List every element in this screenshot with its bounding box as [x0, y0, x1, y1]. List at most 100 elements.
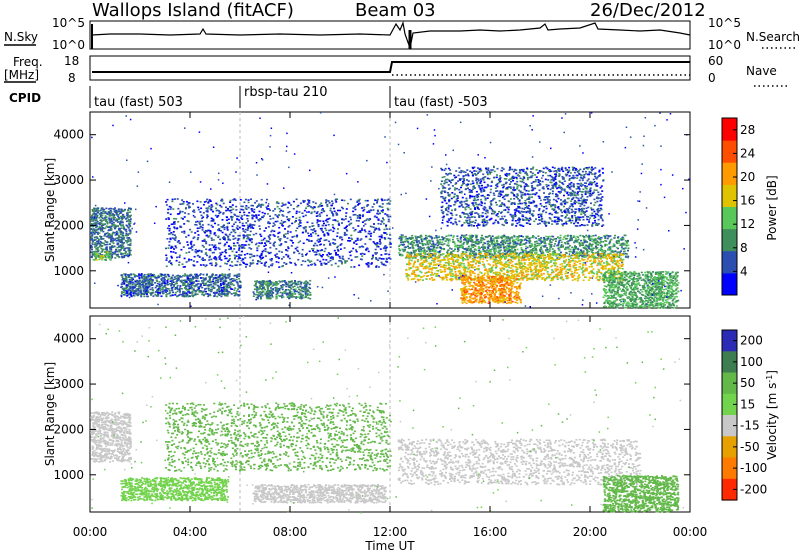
echo-cell: [119, 249, 122, 251]
echo-cell: [543, 245, 546, 247]
echo-cell: [238, 277, 241, 280]
echo-cell: [508, 240, 511, 242]
echo-cell: [368, 219, 371, 221]
echo-cell: [145, 293, 148, 295]
echo-cell: [214, 244, 217, 246]
echo-cell: [299, 225, 302, 227]
echo-cell: [173, 286, 176, 288]
echo-cell: [530, 250, 533, 253]
echo-cell: [128, 224, 131, 226]
echo-cell: [510, 251, 513, 253]
echo-cell: [109, 226, 112, 229]
echo-cell: [227, 238, 230, 240]
echo-cell: [234, 279, 237, 282]
echo-cell: [599, 242, 602, 244]
echo-cell: [130, 273, 133, 275]
echo-cell: [562, 238, 565, 241]
echo-cell: [194, 223, 197, 226]
echo-cell: [217, 229, 220, 231]
echo-cell: [299, 297, 301, 299]
echo-cell: [434, 255, 437, 257]
echo-cell: [245, 266, 247, 268]
echo-cell: [161, 282, 164, 285]
echo-cell: [508, 247, 511, 249]
echo-cell: [267, 205, 270, 207]
echo-cell: [363, 206, 366, 209]
echo-cell: [465, 240, 468, 242]
echo-cell: [273, 241, 276, 243]
echo-cell: [129, 230, 132, 232]
echo-cell: [290, 245, 293, 247]
echo-cell: [369, 238, 372, 241]
echo-cell: [336, 232, 339, 234]
echo-cell: [447, 242, 450, 244]
echo-cell: [191, 287, 193, 289]
echo-cell: [475, 235, 478, 238]
echo-cell: [180, 287, 183, 290]
echo-cell: [236, 228, 239, 230]
echo-cell: [228, 233, 231, 236]
echo-cell: [316, 215, 319, 217]
echo-cell: [443, 248, 446, 251]
echo-cell: [253, 293, 256, 295]
echo-cell: [535, 247, 537, 250]
echo-cell: [133, 274, 136, 276]
echo-cell: [100, 247, 103, 250]
echo-cell: [521, 243, 524, 246]
echo-cell: [333, 249, 336, 252]
echo-cell: [546, 248, 549, 251]
echo-cell: [128, 250, 131, 253]
echo-cell: [179, 291, 181, 293]
echo-cell: [215, 258, 218, 261]
echo-cell: [273, 235, 276, 237]
echo-cell: [230, 281, 233, 283]
echo-cell: [197, 280, 200, 282]
echo-cell: [202, 279, 204, 282]
echo-cell: [262, 282, 265, 285]
echo-cell: [401, 235, 404, 238]
echo-cell: [254, 243, 257, 246]
echo-cell: [232, 208, 235, 211]
echo-cell: [528, 242, 531, 244]
echo-cell: [93, 239, 96, 242]
echo-cell: [120, 286, 123, 288]
echo-cell: [385, 233, 388, 236]
echo-cell: [218, 229, 221, 232]
echo-cell: [199, 264, 202, 266]
echo-cell: [129, 207, 132, 210]
echo-cell: [510, 249, 513, 251]
echo-cell: [282, 296, 285, 298]
echo-cell: [221, 237, 224, 239]
echo-cell: [331, 256, 334, 259]
echo-cell: [415, 238, 418, 241]
echo-cell: [398, 249, 401, 252]
echo-cell: [185, 200, 188, 203]
cpid-segment-3: tau (fast) -503: [394, 95, 488, 110]
echo-cell: [235, 209, 238, 211]
echo-cell: [376, 212, 379, 215]
echo-cell: [326, 218, 329, 221]
echo-cell: [205, 234, 208, 237]
echo-cell: [248, 243, 251, 246]
echo-cell: [306, 252, 308, 255]
echo-cell: [173, 227, 176, 230]
echo-cell: [212, 280, 214, 283]
echo-cell: [469, 250, 472, 253]
echo-cell: [198, 227, 201, 229]
echo-cell: [99, 209, 102, 212]
echo-cell: [111, 251, 114, 254]
echo-cell: [111, 254, 114, 256]
echo-cell: [561, 246, 564, 248]
echo-cell: [226, 216, 228, 219]
echo-cell: [264, 244, 267, 246]
echo-cell: [171, 246, 174, 249]
echo-cell: [248, 225, 251, 227]
echo-cell: [307, 199, 310, 201]
echo-cell: [426, 240, 429, 243]
echo-cell: [621, 248, 624, 250]
echo-cell: [159, 289, 162, 292]
echo-cell: [580, 239, 583, 242]
echo-cell: [129, 254, 132, 256]
echo-cell: [424, 255, 427, 258]
echo-cell: [588, 250, 591, 253]
